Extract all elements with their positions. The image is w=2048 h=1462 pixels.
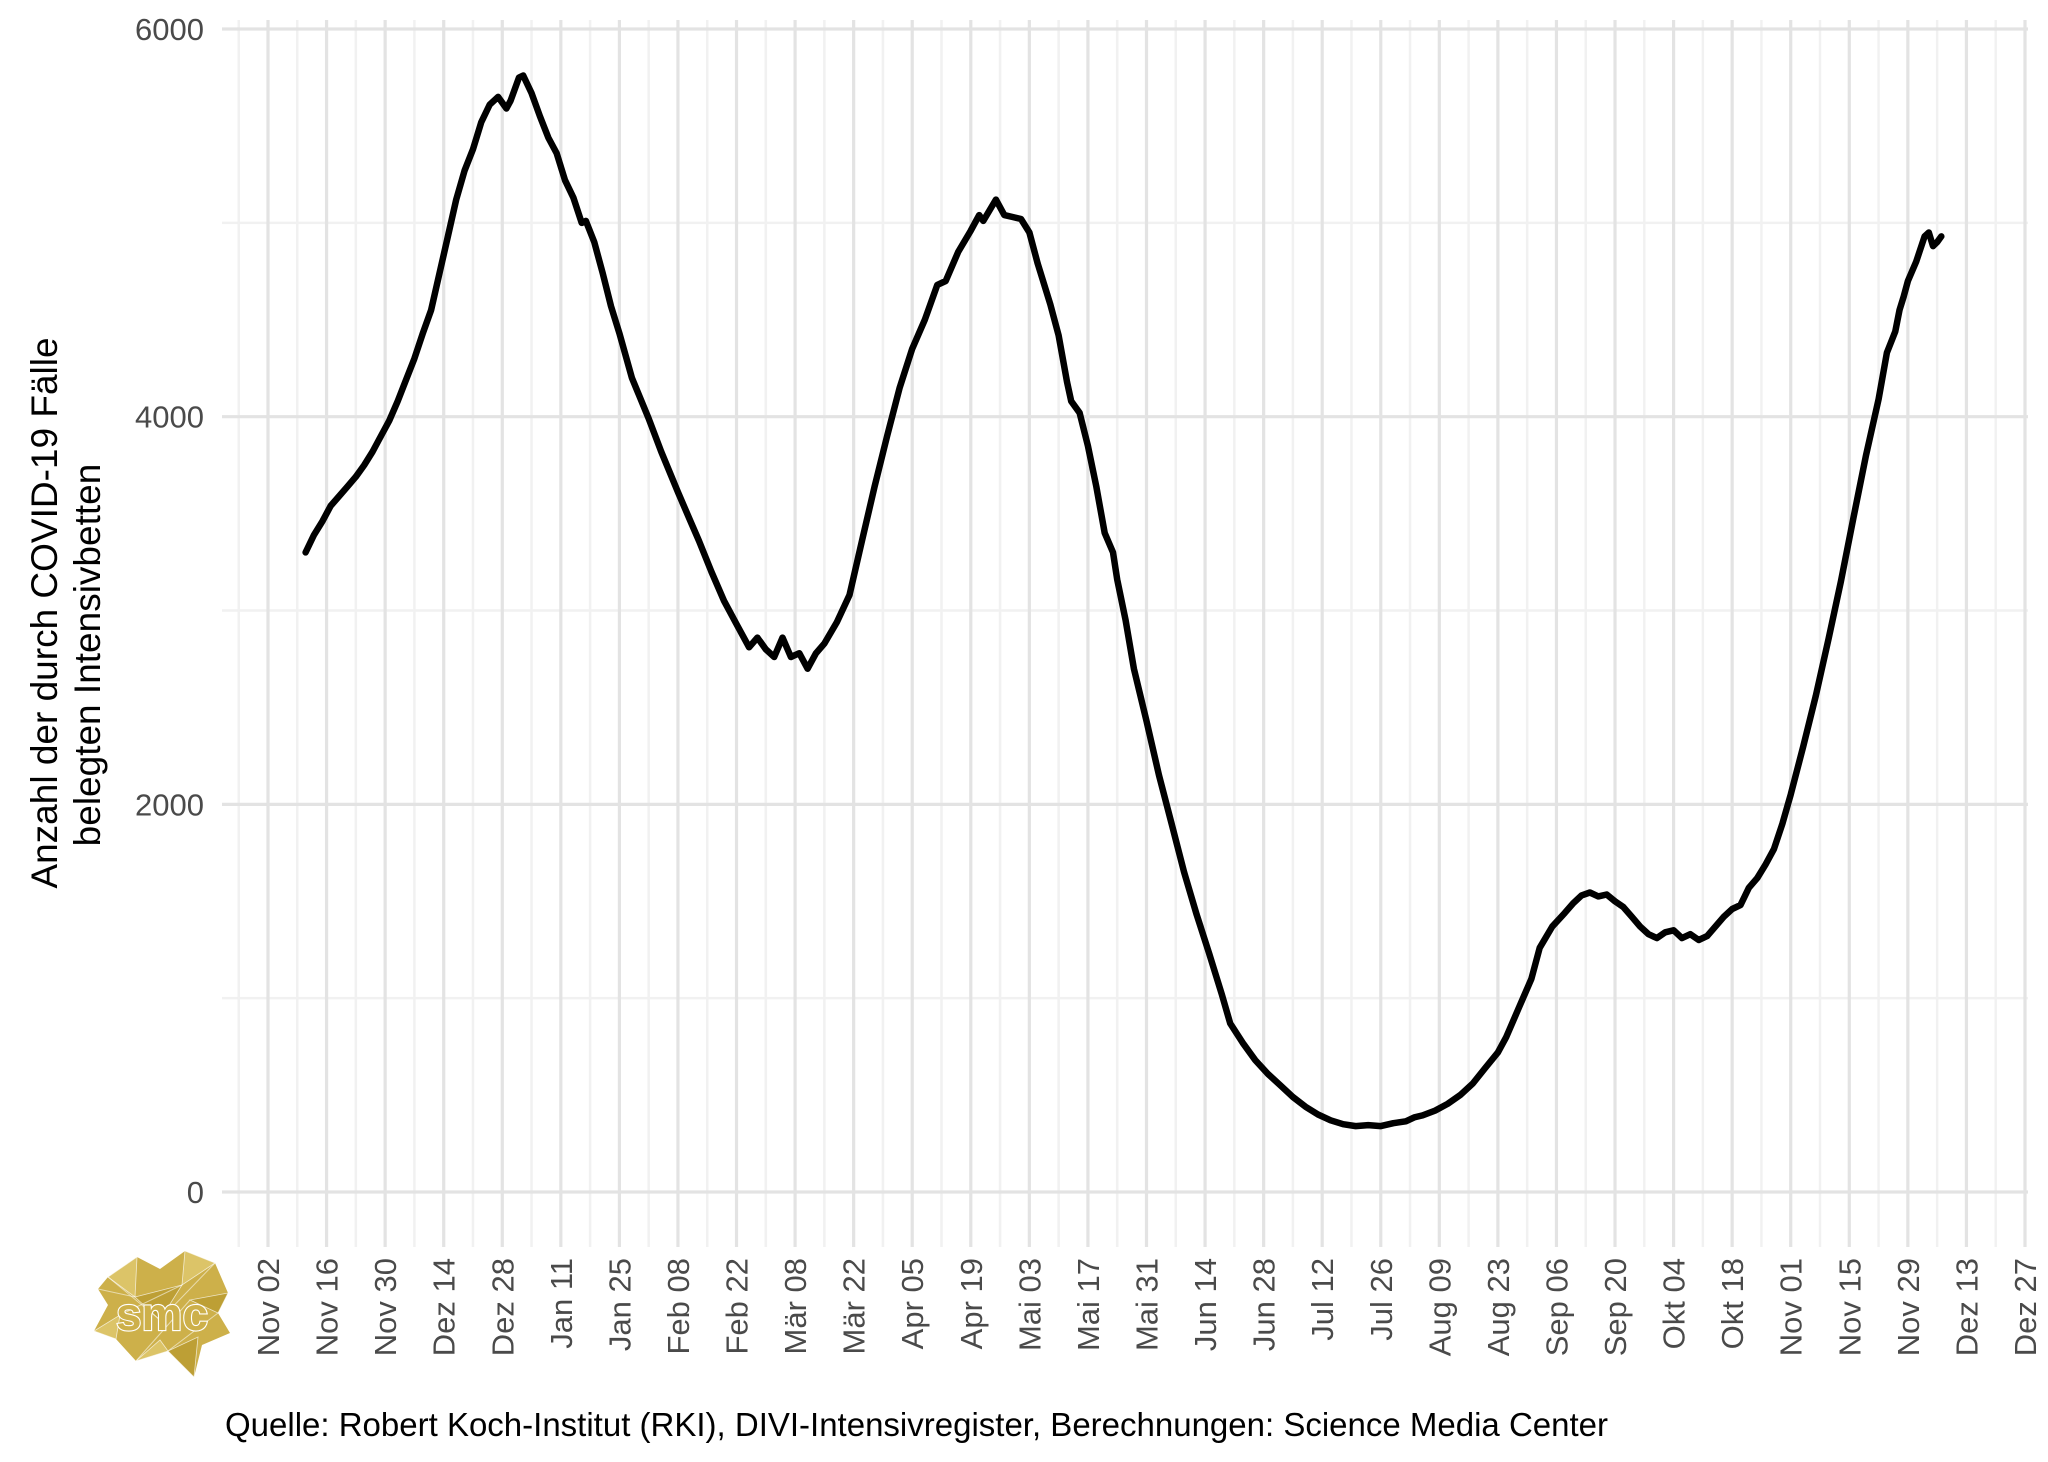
x-tick-label: Okt 18 [1715, 1258, 1750, 1349]
x-tick-label: Nov 01 [1774, 1258, 1809, 1356]
smc-logo-text: smc [116, 1288, 208, 1340]
gridlines-minor [222, 20, 2028, 1247]
x-tick-label: Mär 22 [837, 1258, 872, 1354]
x-tick-label: Sep 06 [1539, 1258, 1574, 1356]
x-tick-label: Jan 11 [544, 1258, 579, 1349]
x-tick-label: Okt 04 [1657, 1258, 1692, 1349]
x-tick-label: Nov 02 [251, 1258, 286, 1356]
x-tick-label: Feb 08 [661, 1258, 696, 1355]
covid-line-series [302, 72, 1945, 1130]
x-tick-label: Mär 08 [778, 1258, 813, 1354]
x-tick-label: Dez 27 [2008, 1258, 2043, 1356]
x-tick-label: Sep 20 [1598, 1258, 1633, 1356]
y-axis-labels: 0 2000 4000 6000 [135, 12, 204, 1210]
gridlines-major [222, 20, 2028, 1247]
x-tick-label: Apr 05 [895, 1258, 930, 1349]
y-tick-label: 6000 [135, 12, 204, 47]
y-tick-label: 2000 [135, 787, 204, 822]
x-tick-label: Nov 30 [368, 1258, 403, 1356]
x-tick-label: Nov 29 [1891, 1258, 1926, 1356]
x-axis-labels: Nov 02 Nov 16 Nov 30 Dez 14 Dez 28 Jan 11 Jan … [251, 1258, 2043, 1356]
y-axis-title-line1: Anzahl der durch COVID-19 Fälle [24, 337, 65, 889]
source-caption: Quelle: Robert Koch-Institut (RKI), DIVI… [225, 1406, 1608, 1443]
x-tick-label: Feb 22 [720, 1258, 755, 1355]
x-tick-label: Jun 14 [1188, 1258, 1223, 1351]
x-tick-label: Apr 19 [954, 1258, 989, 1349]
y-tick-label: 0 [187, 1175, 204, 1210]
x-tick-label: Jul 26 [1364, 1258, 1399, 1341]
x-tick-label: Dez 13 [1949, 1258, 1984, 1356]
x-tick-label: Nov 15 [1832, 1258, 1867, 1356]
x-tick-label: Mai 31 [1129, 1258, 1164, 1351]
x-tick-label: Aug 09 [1422, 1258, 1457, 1356]
x-tick-label: Aug 23 [1481, 1258, 1516, 1356]
x-tick-label: Dez 28 [485, 1258, 520, 1356]
y-tick-label: 4000 [135, 400, 204, 435]
y-axis-title-line2: belegten Intensivbetten [67, 463, 108, 847]
x-tick-label: Dez 14 [427, 1258, 462, 1356]
x-tick-label: Mai 17 [1071, 1258, 1106, 1351]
smc-logo: smc [93, 1250, 230, 1378]
x-tick-label: Nov 16 [310, 1258, 345, 1356]
y-axis-title: Anzahl der durch COVID-19 Fälle belegten… [24, 0, 118, 1247]
x-tick-label: Jun 28 [1247, 1258, 1282, 1351]
x-tick-label: Mai 03 [1012, 1258, 1047, 1351]
x-tick-label: Jul 12 [1305, 1258, 1340, 1341]
covid-line [302, 72, 1945, 1130]
x-tick-label: Jan 25 [602, 1258, 637, 1351]
